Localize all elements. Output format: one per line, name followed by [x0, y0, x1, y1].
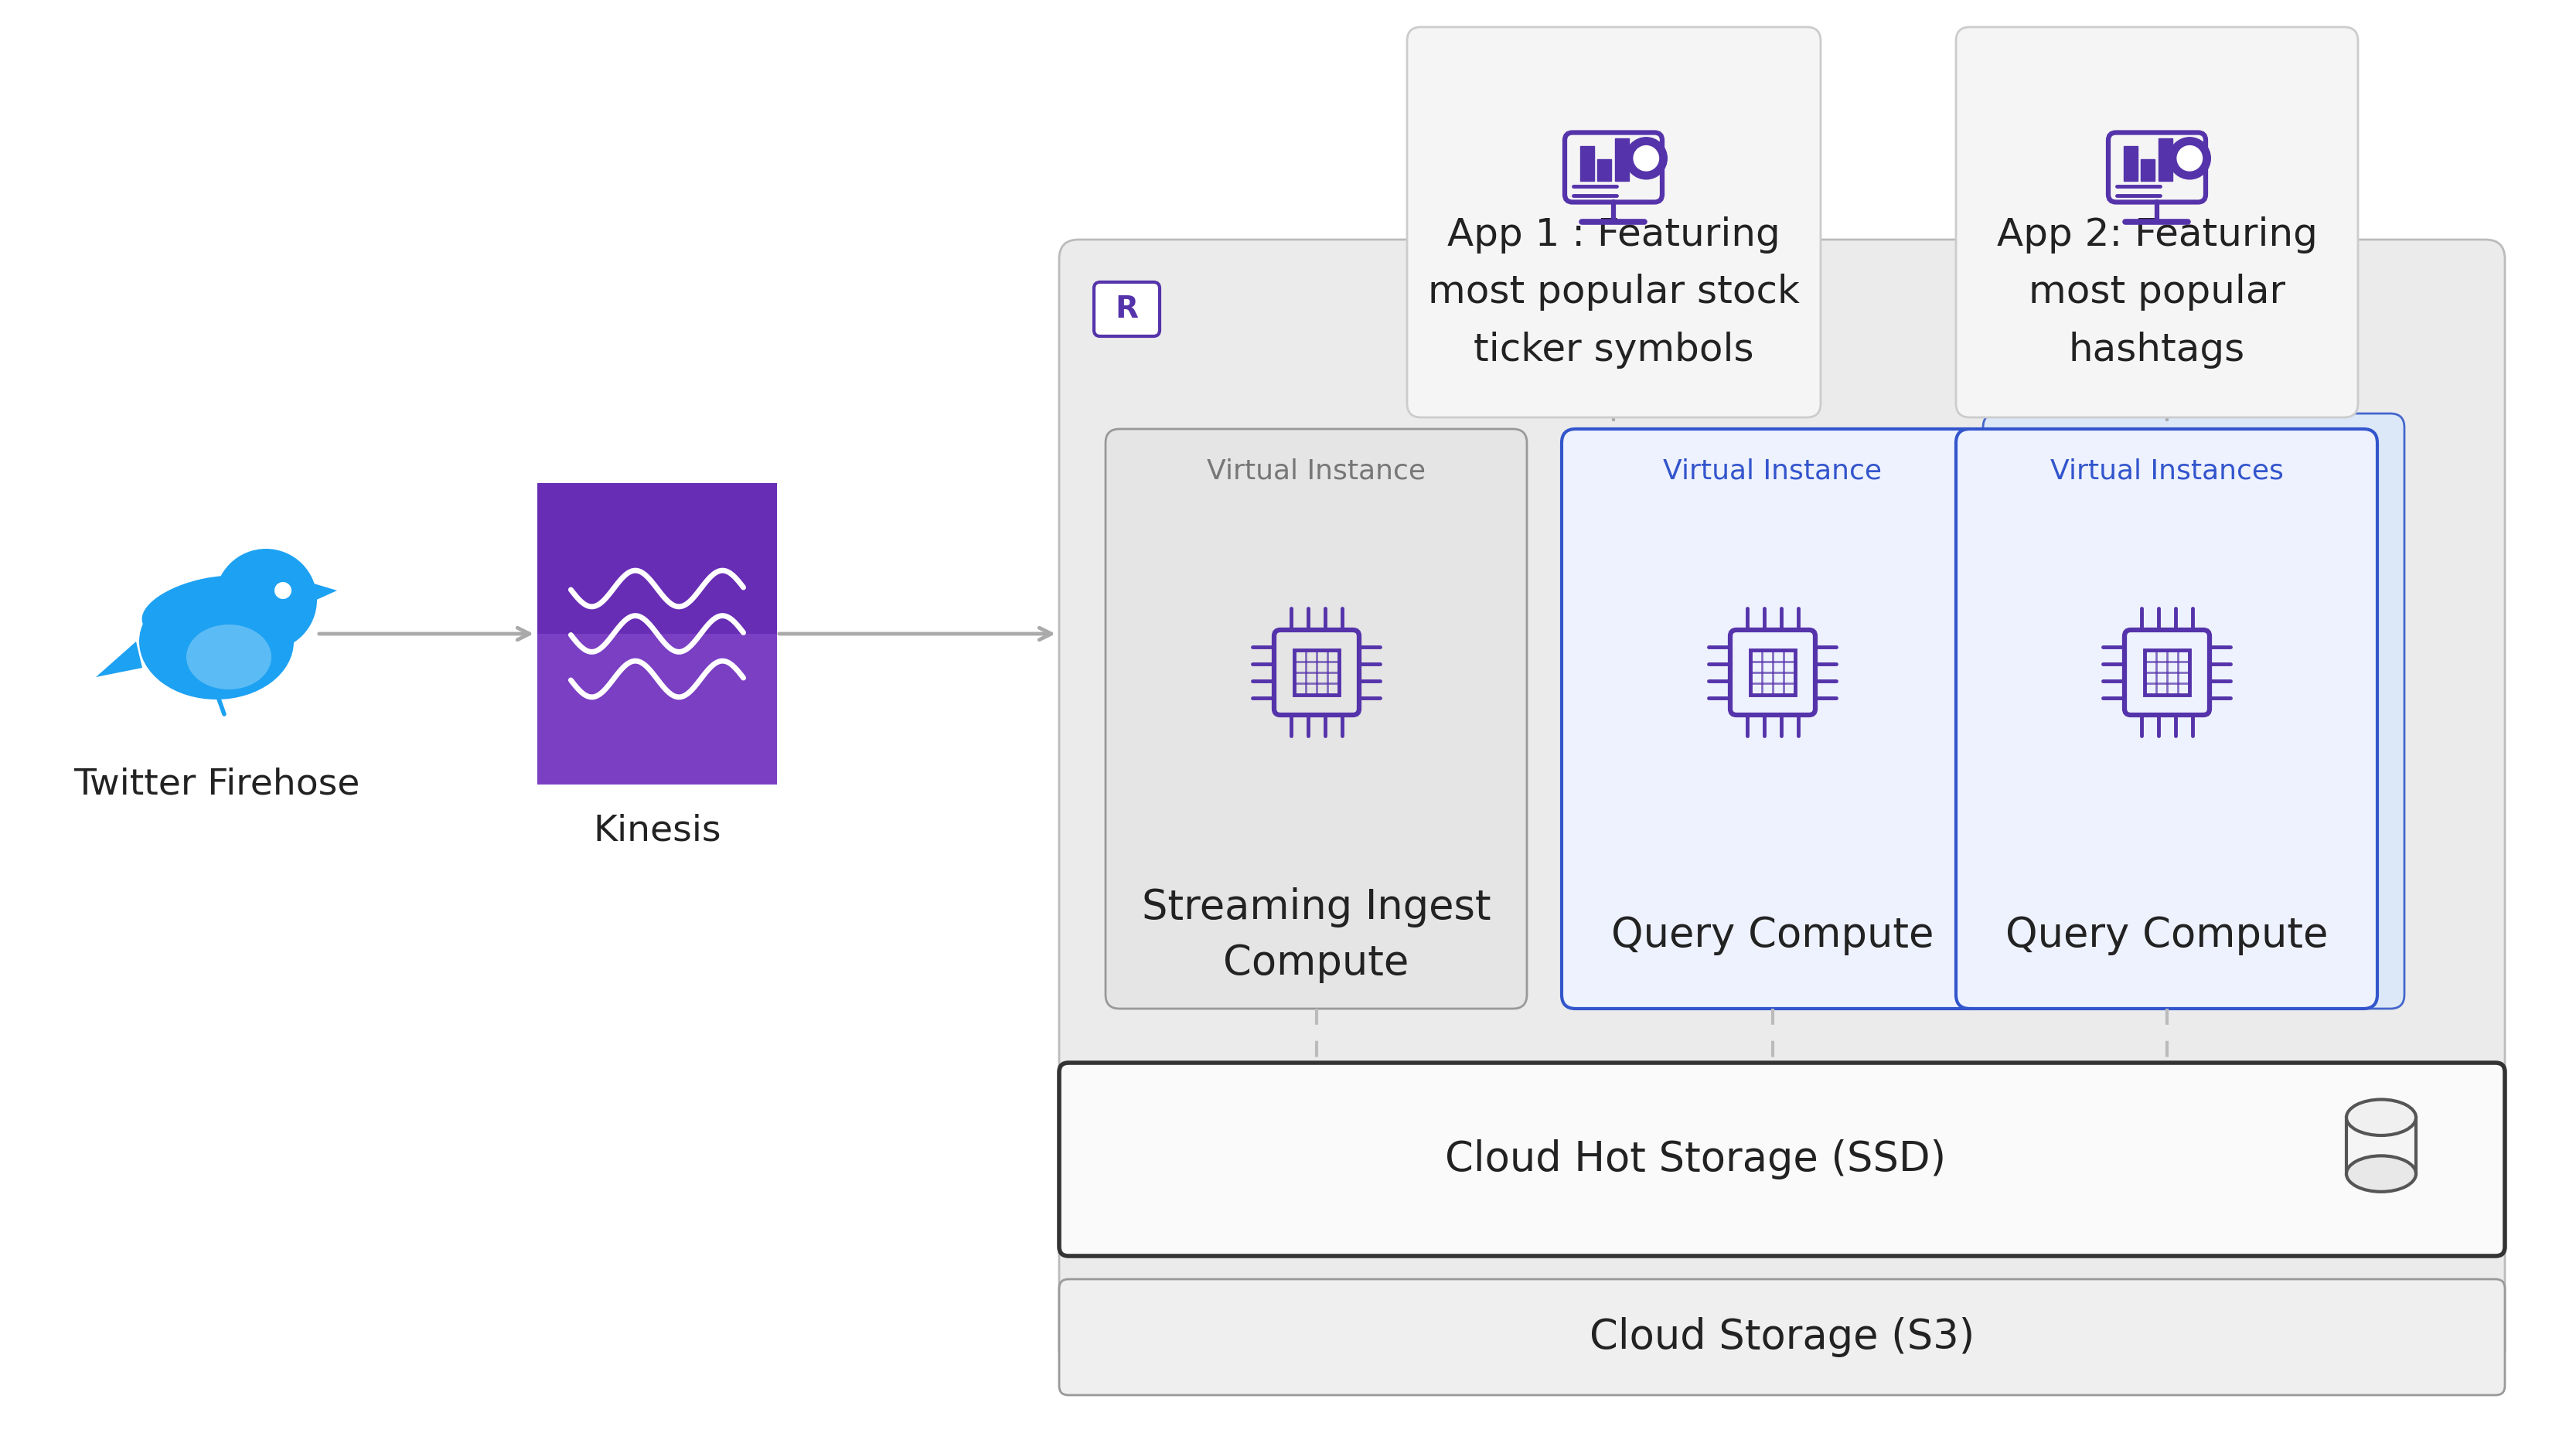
FancyBboxPatch shape — [1059, 1063, 2504, 1256]
Bar — [1579, 146, 1595, 181]
FancyBboxPatch shape — [1095, 283, 1159, 336]
Circle shape — [1633, 146, 1659, 171]
Text: Streaming Ingest
Compute: Streaming Ingest Compute — [1141, 887, 1492, 983]
Ellipse shape — [2347, 1156, 2416, 1192]
Text: Cloud Hot Storage (SSD): Cloud Hot Storage (SSD) — [1445, 1140, 1945, 1179]
FancyBboxPatch shape — [1561, 429, 1984, 1009]
Text: Kinesis: Kinesis — [592, 813, 721, 848]
Bar — [2159, 138, 2172, 181]
Bar — [1296, 651, 1340, 695]
Bar — [2146, 651, 2190, 695]
Circle shape — [2177, 146, 2202, 171]
Text: Cloud Storage (S3): Cloud Storage (S3) — [1589, 1317, 1976, 1357]
Circle shape — [276, 581, 291, 599]
FancyBboxPatch shape — [1059, 239, 2504, 1367]
Text: R: R — [1115, 294, 1139, 323]
Bar — [538, 483, 778, 634]
Text: Query Compute: Query Compute — [2004, 915, 2329, 956]
Text: App 2: Featuring
most popular
hashtags: App 2: Featuring most popular hashtags — [1996, 216, 2318, 368]
Polygon shape — [95, 641, 142, 677]
Ellipse shape — [2347, 1099, 2416, 1135]
FancyBboxPatch shape — [1984, 413, 2403, 1009]
Text: App 1 : Featuring
most popular stock
ticker symbols: App 1 : Featuring most popular stock tic… — [1427, 216, 1801, 368]
Text: Query Compute: Query Compute — [1610, 915, 1935, 956]
Bar — [1752, 651, 1795, 695]
Circle shape — [214, 548, 317, 651]
Bar — [2141, 160, 2156, 181]
FancyBboxPatch shape — [1955, 28, 2357, 418]
Bar — [1597, 160, 1613, 181]
Bar — [2123, 146, 2138, 181]
Ellipse shape — [185, 625, 270, 689]
Circle shape — [2169, 138, 2210, 180]
Bar — [1615, 138, 1628, 181]
Circle shape — [1625, 138, 1667, 180]
FancyBboxPatch shape — [1059, 1279, 2504, 1395]
Text: Twitter Firehose: Twitter Firehose — [72, 767, 361, 802]
Ellipse shape — [142, 576, 276, 639]
Polygon shape — [307, 581, 337, 605]
FancyBboxPatch shape — [1406, 28, 1821, 418]
Bar — [538, 483, 778, 784]
FancyBboxPatch shape — [1955, 429, 2378, 1009]
Ellipse shape — [139, 583, 294, 699]
FancyBboxPatch shape — [1105, 429, 1528, 1009]
Text: Virtual Instances: Virtual Instances — [2050, 458, 2282, 484]
Text: Virtual Instance: Virtual Instance — [1206, 458, 1425, 484]
Text: Virtual Instance: Virtual Instance — [1664, 458, 1880, 484]
